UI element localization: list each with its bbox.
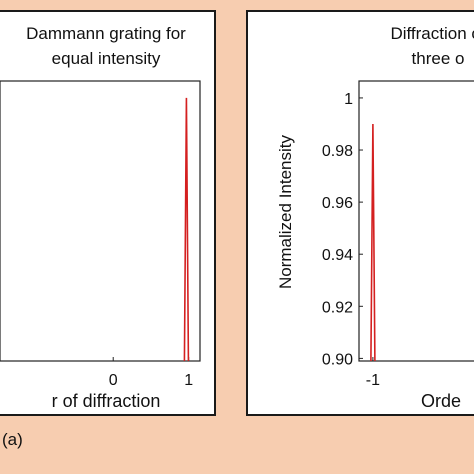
x-axis-label: Orde bbox=[421, 391, 461, 411]
y-tick-label: 0.96 bbox=[322, 195, 353, 212]
y-tick-label: 0.98 bbox=[322, 143, 353, 160]
left-chart-panel: Dammann grating for equal intensity 0 1 r of… bbox=[0, 10, 216, 416]
chart-title-line: Dammann grating for bbox=[26, 24, 186, 43]
right-chart: Diffraction of three o 0.90 0.92 0.94 0.96 0.9… bbox=[276, 24, 474, 411]
x-axis-label: r of diffraction bbox=[52, 391, 161, 411]
y-tick-label: 0.90 bbox=[322, 351, 353, 368]
right-chart-panel: Diffraction of three o 0.90 0.92 0.94 0.96 0.9… bbox=[246, 10, 474, 416]
plot-area-frame bbox=[358, 80, 474, 362]
chart-title-line: Diffraction of bbox=[390, 24, 474, 43]
y-tick-label: 0.92 bbox=[322, 299, 353, 316]
intensity-peak bbox=[183, 97, 190, 362]
left-chart: Dammann grating for equal intensity 0 1 r of… bbox=[0, 24, 201, 411]
plot-area-frame bbox=[0, 80, 201, 362]
chart-title-line: equal intensity bbox=[52, 49, 161, 68]
figure-caption: (a) bbox=[2, 430, 23, 449]
chart-title-line: three o bbox=[412, 49, 465, 68]
intensity-peak bbox=[370, 123, 376, 362]
y-axis-label: Normalized Intensity bbox=[276, 135, 295, 290]
x-tick-label: -1 bbox=[366, 372, 380, 389]
x-tick-label: 1 bbox=[184, 372, 193, 389]
y-tick-label: 1 bbox=[344, 91, 353, 108]
x-tick-label: 0 bbox=[109, 372, 118, 389]
y-tick-label: 0.94 bbox=[322, 247, 353, 264]
